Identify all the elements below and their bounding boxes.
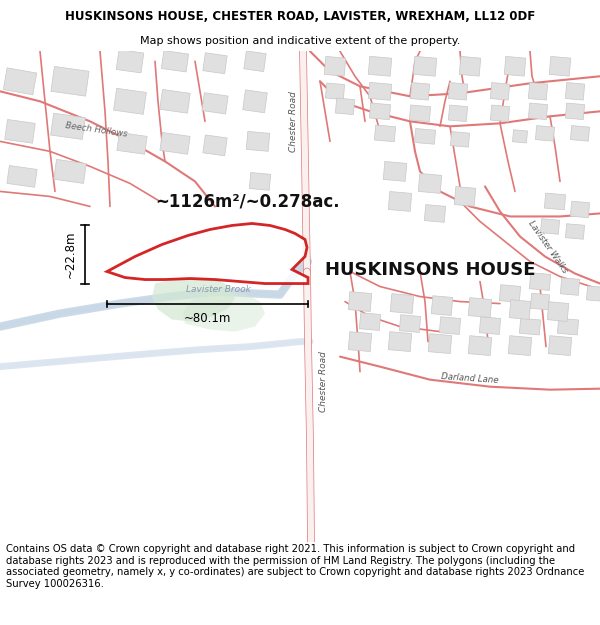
Polygon shape — [390, 294, 414, 314]
Polygon shape — [348, 332, 372, 351]
Polygon shape — [243, 90, 267, 112]
Polygon shape — [424, 204, 446, 222]
Polygon shape — [535, 126, 554, 141]
Polygon shape — [374, 125, 395, 142]
Polygon shape — [7, 166, 37, 188]
Polygon shape — [325, 83, 344, 99]
Polygon shape — [565, 103, 584, 119]
Polygon shape — [571, 201, 590, 217]
Polygon shape — [244, 51, 266, 72]
Polygon shape — [54, 159, 86, 183]
Polygon shape — [246, 131, 270, 151]
Polygon shape — [383, 161, 407, 181]
Polygon shape — [202, 92, 228, 114]
Polygon shape — [368, 82, 392, 100]
Polygon shape — [152, 276, 235, 322]
Text: Map shows position and indicative extent of the property.: Map shows position and indicative extent… — [140, 36, 460, 46]
Polygon shape — [348, 292, 372, 311]
Polygon shape — [250, 173, 271, 190]
Polygon shape — [468, 298, 492, 318]
Polygon shape — [509, 300, 531, 319]
Polygon shape — [529, 272, 551, 291]
Polygon shape — [448, 82, 467, 100]
Text: ~80.1m: ~80.1m — [184, 312, 231, 324]
Text: HUSKINSONS HOUSE, CHESTER ROAD, LAVISTER, WREXHAM, LL12 0DF: HUSKINSONS HOUSE, CHESTER ROAD, LAVISTER… — [65, 10, 535, 23]
Polygon shape — [548, 336, 572, 356]
Text: Chester Road: Chester Road — [320, 351, 329, 412]
Polygon shape — [541, 219, 560, 234]
Polygon shape — [468, 336, 492, 356]
Polygon shape — [4, 68, 37, 95]
Text: ~22.8m: ~22.8m — [64, 231, 77, 278]
Polygon shape — [183, 289, 265, 332]
Polygon shape — [388, 191, 412, 211]
Polygon shape — [413, 56, 437, 76]
Polygon shape — [161, 51, 188, 72]
Polygon shape — [479, 317, 500, 334]
Text: Lavister Brook: Lavister Brook — [185, 285, 250, 294]
Polygon shape — [50, 113, 85, 139]
Polygon shape — [571, 126, 590, 141]
Polygon shape — [370, 103, 391, 119]
Polygon shape — [557, 318, 578, 335]
Polygon shape — [117, 132, 147, 154]
Polygon shape — [203, 52, 227, 74]
Polygon shape — [5, 119, 35, 143]
Text: Darland Lane: Darland Lane — [441, 372, 499, 385]
Polygon shape — [499, 285, 521, 302]
Polygon shape — [368, 56, 392, 76]
Polygon shape — [359, 312, 380, 331]
Polygon shape — [203, 135, 227, 156]
Text: Contains OS data © Crown copyright and database right 2021. This information is : Contains OS data © Crown copyright and d… — [6, 544, 584, 589]
Text: Beech Hollows: Beech Hollows — [65, 121, 128, 138]
Polygon shape — [51, 66, 89, 96]
Polygon shape — [529, 103, 548, 119]
Text: Chester Road: Chester Road — [289, 91, 298, 152]
Polygon shape — [454, 187, 476, 206]
Polygon shape — [410, 82, 430, 100]
Polygon shape — [549, 56, 571, 76]
Polygon shape — [388, 332, 412, 351]
Polygon shape — [560, 278, 580, 296]
Polygon shape — [107, 224, 308, 284]
Text: HUSKINSONS HOUSE: HUSKINSONS HOUSE — [325, 261, 536, 279]
Polygon shape — [428, 334, 452, 354]
Polygon shape — [335, 98, 355, 114]
Polygon shape — [504, 56, 526, 76]
Polygon shape — [529, 82, 548, 100]
Polygon shape — [547, 302, 569, 321]
Polygon shape — [544, 193, 566, 210]
Polygon shape — [490, 105, 509, 122]
Polygon shape — [530, 293, 550, 310]
Polygon shape — [565, 224, 584, 239]
Text: ~1126m²/~0.278ac.: ~1126m²/~0.278ac. — [155, 192, 340, 211]
Polygon shape — [439, 317, 461, 334]
Polygon shape — [113, 88, 146, 114]
Polygon shape — [400, 315, 421, 332]
Polygon shape — [451, 132, 470, 147]
Polygon shape — [448, 105, 467, 122]
Polygon shape — [431, 296, 453, 316]
Polygon shape — [116, 49, 144, 73]
Polygon shape — [160, 89, 190, 113]
Polygon shape — [459, 56, 481, 76]
Polygon shape — [512, 130, 527, 143]
Polygon shape — [520, 318, 541, 335]
Polygon shape — [565, 82, 584, 100]
Polygon shape — [415, 129, 436, 144]
Polygon shape — [409, 105, 431, 122]
Polygon shape — [508, 336, 532, 356]
Polygon shape — [586, 286, 600, 301]
Polygon shape — [418, 174, 442, 193]
Polygon shape — [490, 82, 509, 100]
Text: Lavister Walks: Lavister Walks — [527, 219, 569, 274]
Polygon shape — [324, 56, 346, 76]
Polygon shape — [160, 132, 190, 154]
